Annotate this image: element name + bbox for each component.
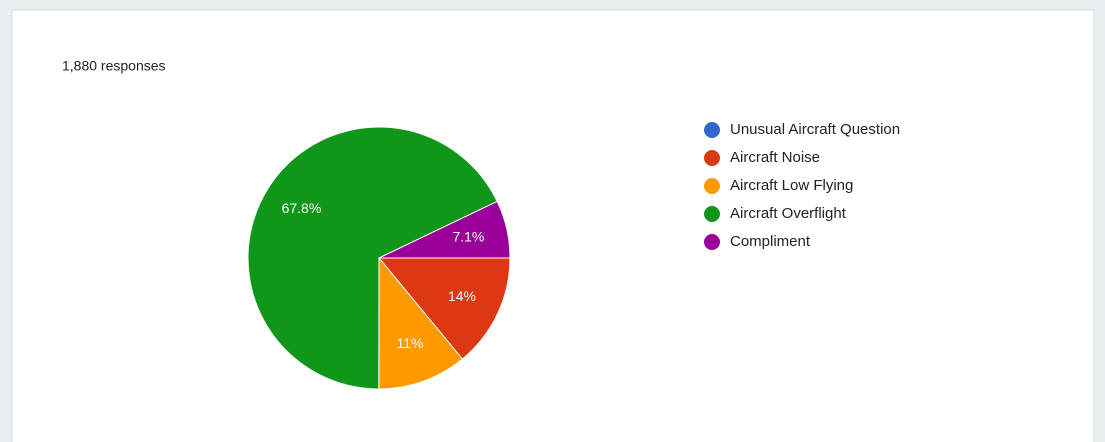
legend-label: Compliment bbox=[730, 233, 811, 250]
legend-label: Aircraft Noise bbox=[730, 149, 820, 166]
pie-slice bbox=[247, 126, 498, 390]
slice-label: 11% bbox=[396, 335, 423, 351]
legend-label: Unusual Aircraft Question bbox=[730, 121, 900, 138]
legend-swatch bbox=[704, 122, 720, 138]
pie-slice bbox=[378, 200, 511, 259]
legend-swatch bbox=[704, 150, 720, 166]
legend-swatch bbox=[704, 206, 720, 222]
response-count: 1,880 responses bbox=[62, 58, 166, 74]
legend-swatch bbox=[704, 178, 720, 194]
slice-label: 7.1% bbox=[452, 228, 484, 244]
legend-label: Aircraft Overflight bbox=[730, 205, 847, 222]
legend-swatch bbox=[704, 234, 720, 250]
pie-slice bbox=[378, 256, 464, 390]
slice-label: 67.8% bbox=[282, 200, 322, 216]
card bbox=[11, 9, 1095, 442]
legend-label: Aircraft Low Flying bbox=[730, 177, 853, 194]
pie-slice bbox=[377, 257, 511, 360]
slice-label: 14% bbox=[448, 288, 476, 304]
